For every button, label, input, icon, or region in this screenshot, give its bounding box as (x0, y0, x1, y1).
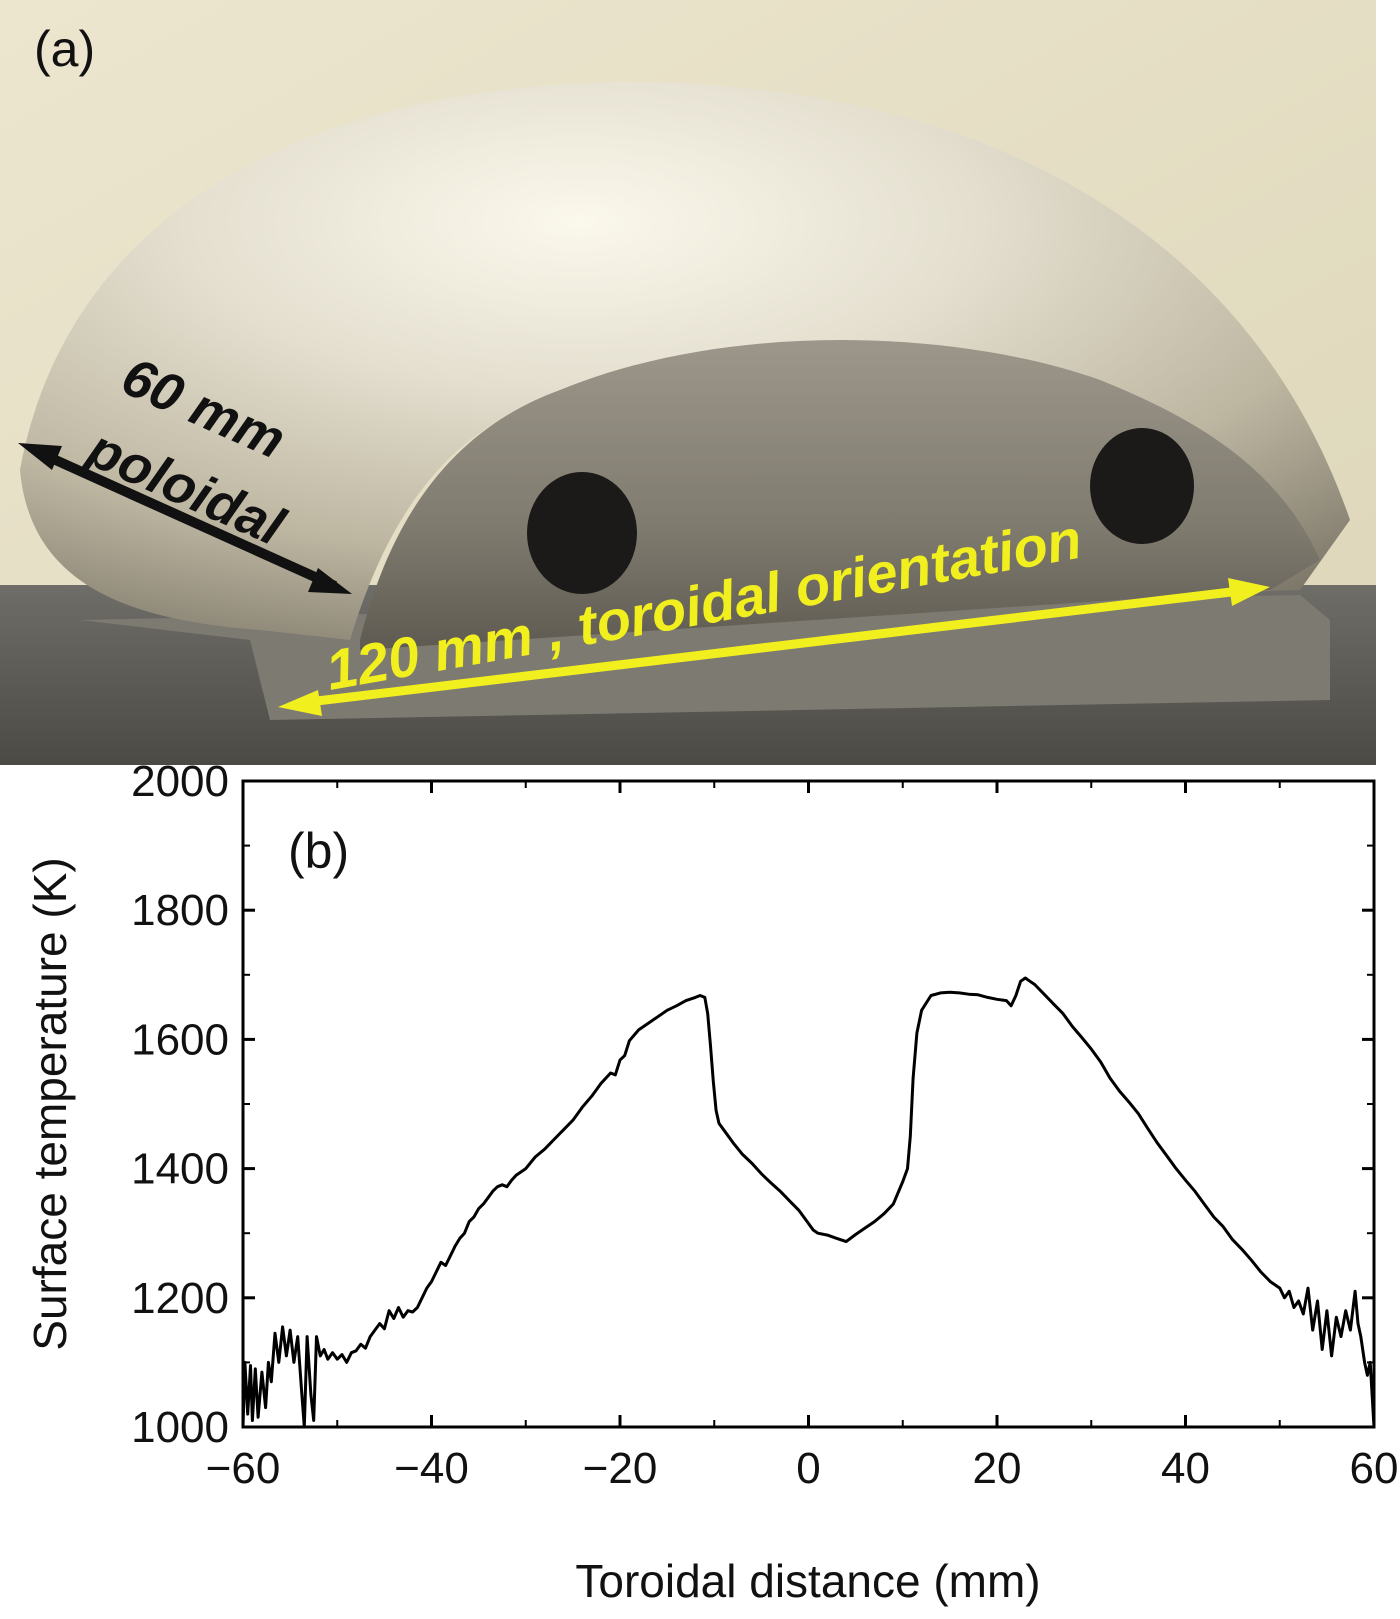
x-tick-label: 0 (796, 1444, 820, 1493)
poloidal-arrowhead-right (308, 568, 352, 594)
y-tick-label: 1400 (131, 1145, 229, 1194)
y-tick-label: 1600 (131, 1015, 229, 1064)
x-tick-label: 60 (1350, 1444, 1399, 1493)
x-tick-label: 40 (1161, 1444, 1210, 1493)
poloidal-arrowhead-left (18, 443, 62, 470)
toroidal-arrow (278, 578, 1270, 716)
y-tick-label: 1200 (131, 1274, 229, 1323)
toroidal-arrow-shaft (299, 585, 1249, 708)
toroidal-arrowhead-left (278, 690, 322, 716)
poloidal-arrow (18, 443, 352, 594)
temperature-series-line (241, 976, 1376, 1429)
bolt-hole-left (527, 472, 637, 594)
panel-a-label: (a) (34, 21, 95, 77)
x-tick-label: 20 (973, 1444, 1022, 1493)
y-axis-title: Surface temperature (K) (24, 857, 76, 1350)
y-tick-label: 2000 (131, 765, 229, 806)
x-tick-label: −60 (206, 1444, 281, 1493)
y-tick-label: 1800 (131, 886, 229, 935)
toroidal-arrowhead-right (1228, 578, 1270, 606)
temperature-chart: −60 −40 −20 0 20 40 60 1000 1200 1400 1600 1800 2000… (24, 765, 1399, 1607)
x-tick-label: −20 (583, 1444, 658, 1493)
bolt-hole-right (1090, 428, 1194, 544)
poloidal-arrow-shaft (37, 448, 338, 591)
x-tick-label: −40 (394, 1444, 469, 1493)
y-tick-label: 1000 (131, 1403, 229, 1452)
panel-b-label: (b) (288, 823, 349, 879)
plot-area (241, 779, 1376, 1429)
limiter-photo: 60 mm poloidal 120 mm , toroidal orienta… (0, 0, 1376, 765)
x-axis-title: Toroidal distance (mm) (575, 1555, 1040, 1607)
